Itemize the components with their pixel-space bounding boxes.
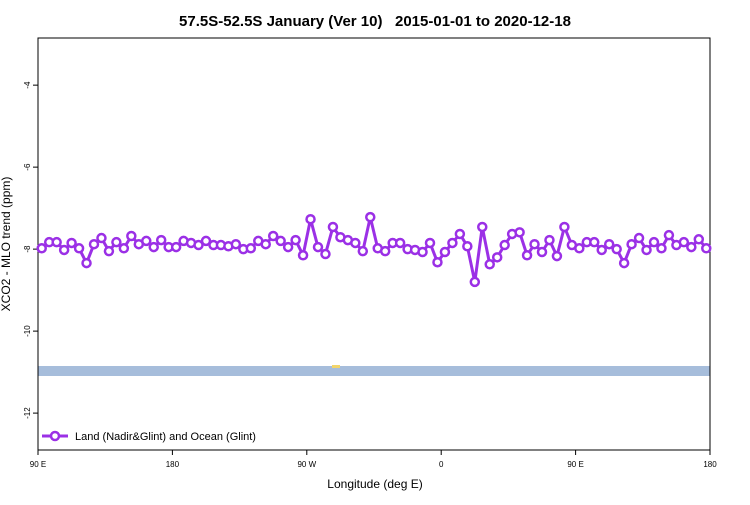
data-point xyxy=(260,238,271,250)
data-point xyxy=(663,229,675,241)
data-point xyxy=(290,234,301,246)
data-point xyxy=(148,241,159,253)
data-point xyxy=(66,237,77,249)
data-point xyxy=(447,237,458,249)
land-speck xyxy=(332,365,340,368)
y-tick-label: -12 xyxy=(23,407,32,419)
data-point xyxy=(477,221,488,233)
data-point xyxy=(536,246,548,258)
data-point xyxy=(439,246,451,258)
data-point xyxy=(574,243,585,254)
data-point xyxy=(417,246,428,258)
data-point xyxy=(551,250,563,262)
data-point xyxy=(529,238,540,250)
data-point xyxy=(499,239,510,251)
data-point xyxy=(432,256,443,268)
x-tick-label: 90 W xyxy=(297,460,316,469)
x-axis-label: Longitude (deg E) xyxy=(327,477,422,491)
data-point xyxy=(305,213,316,225)
data-point xyxy=(141,235,152,247)
data-point xyxy=(462,241,473,252)
data-point xyxy=(521,250,533,261)
data-point xyxy=(365,211,376,223)
chart-title: 57.5S-52.5S January (Ver 10) 2015-01-01 … xyxy=(179,13,571,30)
data-point xyxy=(611,243,622,255)
y-tick-label: -10 xyxy=(23,325,32,337)
data-point xyxy=(484,259,495,270)
data-point xyxy=(626,238,637,250)
data-point xyxy=(320,248,331,260)
legend: Land (Nadir&Glint) and Ocean (Glint) xyxy=(42,430,256,443)
data-point xyxy=(469,276,481,288)
land-strip xyxy=(38,366,710,376)
data-point xyxy=(81,257,92,269)
y-tick-label: -4 xyxy=(23,81,32,89)
x-tick-label: 180 xyxy=(166,460,180,469)
data-point xyxy=(596,244,607,256)
data-point xyxy=(230,238,242,250)
data-point xyxy=(73,243,85,254)
data-point xyxy=(350,237,361,249)
x-tick-label: 0 xyxy=(439,460,444,469)
data-point xyxy=(648,236,660,248)
data-point xyxy=(603,238,615,250)
data-point xyxy=(454,228,466,240)
data-point xyxy=(379,245,391,257)
data-point xyxy=(245,243,257,254)
data-point xyxy=(641,244,652,256)
data-point xyxy=(424,237,436,249)
data-point xyxy=(678,236,690,248)
data-point xyxy=(394,237,406,249)
data-point xyxy=(58,244,70,256)
x-tick-label: 90 E xyxy=(30,460,46,469)
data-point xyxy=(111,236,122,248)
y-tick-label: -8 xyxy=(23,245,32,253)
data-point xyxy=(312,241,324,253)
legend-marker xyxy=(49,430,61,442)
data-point xyxy=(656,243,667,254)
data-point xyxy=(88,238,100,250)
data-point xyxy=(514,227,525,238)
data-point xyxy=(51,236,62,248)
data-point xyxy=(491,252,503,263)
data-point xyxy=(297,250,309,261)
y-tick-label: -6 xyxy=(23,163,32,171)
data-point xyxy=(103,245,115,257)
data-point xyxy=(633,232,645,244)
data-point xyxy=(96,232,107,244)
data-point xyxy=(267,230,279,242)
plot-frame xyxy=(37,37,711,451)
data-point xyxy=(275,235,286,247)
legend-label: Land (Nadir&Glint) and Ocean (Glint) xyxy=(75,431,256,443)
data-point xyxy=(193,239,204,251)
data-point xyxy=(701,243,712,254)
data-point xyxy=(118,243,130,254)
data-point xyxy=(155,234,167,246)
data-point xyxy=(589,236,600,248)
data-point xyxy=(544,234,555,246)
y-axis-label: XCO2 - MLO trend (ppm) xyxy=(0,177,13,312)
data-point xyxy=(559,221,570,233)
data-point xyxy=(200,235,212,247)
data-point xyxy=(36,243,47,254)
data-point xyxy=(618,257,630,269)
x-tick-label: 180 xyxy=(703,460,717,469)
x-tick-label: 90 E xyxy=(567,460,583,469)
data-point xyxy=(327,221,339,233)
data-point xyxy=(126,230,137,242)
data-point xyxy=(686,241,697,253)
data-point xyxy=(170,241,182,253)
data-point xyxy=(357,245,369,257)
data-point xyxy=(693,234,705,245)
data-point xyxy=(282,241,294,253)
